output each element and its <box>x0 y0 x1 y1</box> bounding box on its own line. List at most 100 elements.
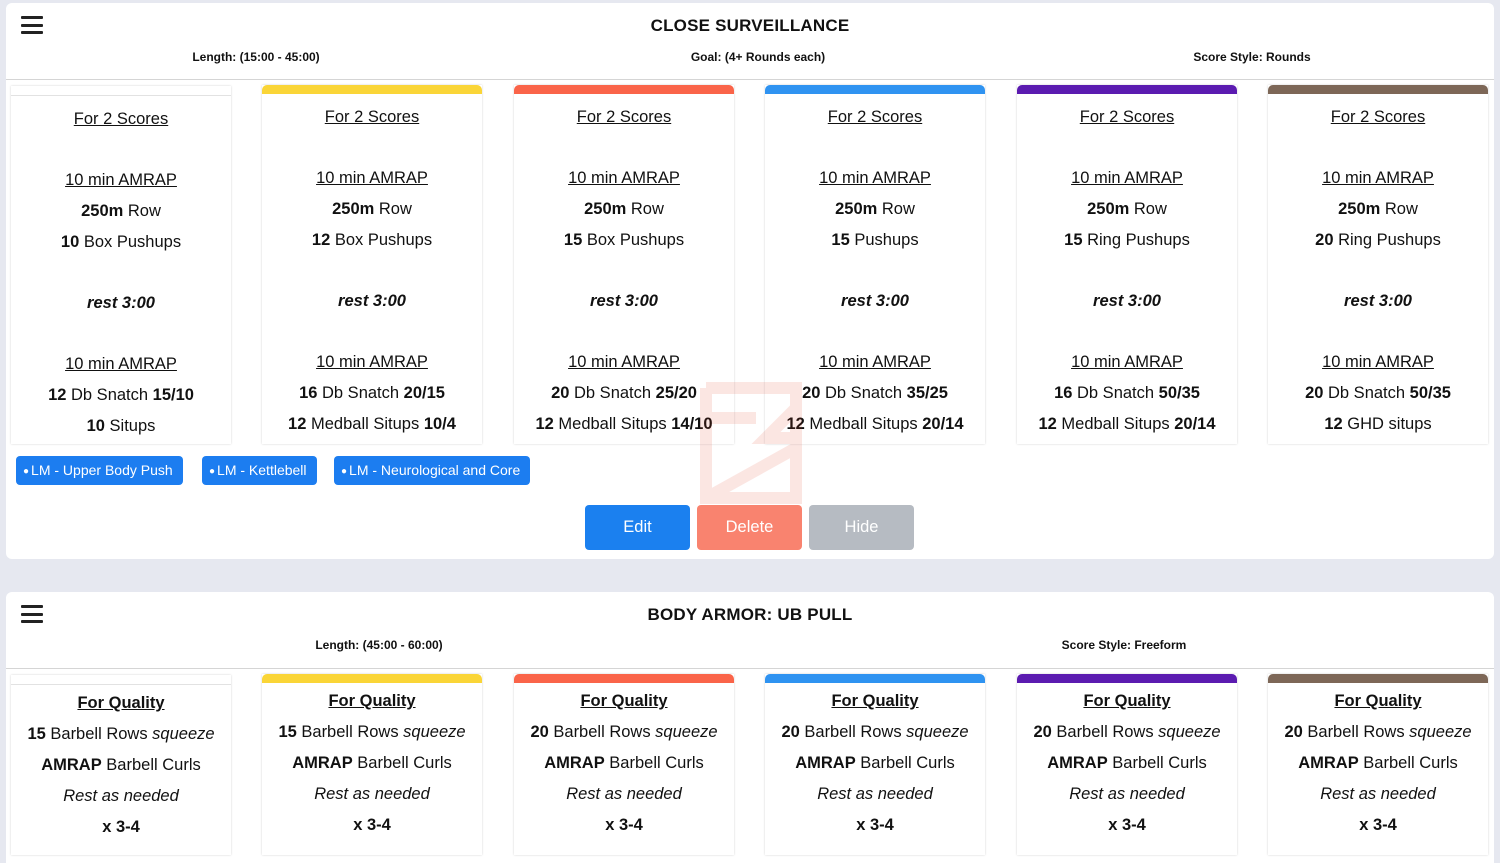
score-style-label: Score Style: Rounds <box>1193 50 1311 64</box>
level-color-bar <box>1268 85 1488 94</box>
score-count: For 2 Scores <box>324 108 420 126</box>
header-divider <box>6 79 1494 80</box>
rest-line: Rest as needed <box>314 785 430 803</box>
sets-line: x 3-4 <box>353 816 391 834</box>
amrap-heading: 10 min AMRAP <box>1071 353 1183 371</box>
level-color-bar <box>262 674 482 683</box>
hamburger-menu-icon[interactable] <box>21 16 43 34</box>
amrap-heading: 10 min AMRAP <box>1322 353 1434 371</box>
row-line: 250m Row <box>81 202 161 220</box>
tag-chip[interactable]: ● LM - Neurological and Core <box>334 456 531 485</box>
level-color-bar <box>514 85 734 94</box>
curls-line: AMRAP Barbell Curls <box>795 754 955 772</box>
hamburger-menu-icon[interactable] <box>21 605 43 623</box>
rest-line: rest 3:00 <box>87 294 155 312</box>
snatch-line: 20 Db Snatch 50/35 <box>1305 384 1451 402</box>
pushups-line: 15 Box Pushups <box>563 231 685 249</box>
level-card: For 2 Scores 10 min AMRAP 250m Row 20 Ri… <box>1268 85 1488 444</box>
pushups-line: 12 Box Pushups <box>311 231 433 249</box>
score-count: For 2 Scores <box>73 110 169 128</box>
sets-line: x 3-4 <box>1108 816 1146 834</box>
snatch-line: 20 Db Snatch 25/20 <box>551 384 697 402</box>
row-line: 250m Row <box>1338 200 1418 218</box>
level-color-bar <box>514 674 734 683</box>
rest-line: Rest as needed <box>817 785 933 803</box>
header-divider <box>6 668 1494 669</box>
row-line: 250m Row <box>1087 200 1167 218</box>
rest-line: Rest as needed <box>63 787 179 805</box>
workout-panel-close-surveillance: CLOSE SURVEILLANCE Length: (15:00 - 45:0… <box>6 3 1494 559</box>
level-color-bar <box>1017 674 1237 683</box>
level-color-bar <box>765 85 985 94</box>
level-card: For Quality 20 Barbell Rows squeeze AMRA… <box>1017 674 1237 855</box>
situps-line: 12 Medball Situps 20/14 <box>1038 415 1216 433</box>
score-count: For 2 Scores <box>827 108 923 126</box>
score-count: For 2 Scores <box>1330 108 1426 126</box>
length-label: Length: (15:00 - 45:00) <box>192 50 320 64</box>
delete-button[interactable]: Delete <box>697 505 802 550</box>
situps-line: 12 GHD situps <box>1324 415 1432 433</box>
curls-line: AMRAP Barbell Curls <box>1298 754 1458 772</box>
amrap-heading: 10 min AMRAP <box>819 353 931 371</box>
quality-heading: For Quality <box>77 694 165 712</box>
situps-line: 12 Medball Situps 20/14 <box>786 415 964 433</box>
amrap-heading: 10 min AMRAP <box>568 169 680 187</box>
sets-line: x 3-4 <box>605 816 643 834</box>
curls-line: AMRAP Barbell Curls <box>41 756 201 774</box>
rest-line: rest 3:00 <box>1093 292 1161 310</box>
rest-line: rest 3:00 <box>841 292 909 310</box>
pushups-line: 15 Pushups <box>831 231 919 249</box>
rows-line: 15 Barbell Rows squeeze <box>27 725 215 743</box>
rows-line: 20 Barbell Rows squeeze <box>530 723 718 741</box>
snatch-line: 12 Db Snatch 15/10 <box>48 386 194 404</box>
quality-heading: For Quality <box>1083 692 1171 710</box>
rows-line: 15 Barbell Rows squeeze <box>278 723 466 741</box>
level-card: For 2 Scores 10 min AMRAP 250m Row 10 Bo… <box>11 86 231 444</box>
situps-line: 12 Medball Situps 14/10 <box>535 415 713 433</box>
rows-line: 20 Barbell Rows squeeze <box>1033 723 1221 741</box>
amrap-heading: 10 min AMRAP <box>65 171 177 189</box>
level-color-bar <box>765 674 985 683</box>
level-card: For Quality 20 Barbell Rows squeeze AMRA… <box>1268 674 1488 855</box>
snatch-line: 16 Db Snatch 20/15 <box>299 384 445 402</box>
watermark-logo-icon <box>700 382 802 504</box>
workout-title: CLOSE SURVEILLANCE <box>650 16 850 35</box>
sets-line: x 3-4 <box>102 818 140 836</box>
amrap-heading: 10 min AMRAP <box>65 355 177 373</box>
rows-line: 20 Barbell Rows squeeze <box>781 723 969 741</box>
length-label: Length: (45:00 - 60:00) <box>315 638 443 652</box>
quality-heading: For Quality <box>580 692 668 710</box>
rows-line: 20 Barbell Rows squeeze <box>1284 723 1472 741</box>
snatch-line: 16 Db Snatch 50/35 <box>1054 384 1200 402</box>
sets-line: x 3-4 <box>856 816 894 834</box>
level-color-bar <box>1268 674 1488 683</box>
tag-chip[interactable]: ● LM - Kettlebell <box>202 456 317 485</box>
pushups-line: 20 Ring Pushups <box>1315 231 1441 249</box>
tag-chip[interactable]: ● LM - Upper Body Push <box>16 456 183 485</box>
amrap-heading: 10 min AMRAP <box>1071 169 1183 187</box>
curls-line: AMRAP Barbell Curls <box>292 754 452 772</box>
row-line: 250m Row <box>584 200 664 218</box>
level-card: For Quality 20 Barbell Rows squeeze AMRA… <box>514 674 734 855</box>
amrap-heading: 10 min AMRAP <box>819 169 931 187</box>
level-color-bar <box>1017 85 1237 94</box>
situps-line: 12 Medball Situps 10/4 <box>288 415 456 433</box>
level-card: For 2 Scores 10 min AMRAP 250m Row 15 Bo… <box>514 85 734 444</box>
workout-title: BODY ARMOR: UB PULL <box>647 605 853 624</box>
amrap-heading: 10 min AMRAP <box>316 353 428 371</box>
rest-line: Rest as needed <box>566 785 682 803</box>
score-style-label: Score Style: Freeform <box>1061 638 1187 652</box>
row-line: 250m Row <box>332 200 412 218</box>
curls-line: AMRAP Barbell Curls <box>544 754 704 772</box>
amrap-heading: 10 min AMRAP <box>568 353 680 371</box>
quality-heading: For Quality <box>328 692 416 710</box>
rest-line: Rest as needed <box>1320 785 1436 803</box>
level-card: For 2 Scores 10 min AMRAP 250m Row 15 Pu… <box>765 85 985 444</box>
pushups-line: 10 Box Pushups <box>60 233 182 251</box>
edit-button[interactable]: Edit <box>585 505 690 550</box>
level-card: For Quality 15 Barbell Rows squeeze AMRA… <box>262 674 482 855</box>
hide-button[interactable]: Hide <box>809 505 914 550</box>
level-card: For 2 Scores 10 min AMRAP 250m Row 12 Bo… <box>262 85 482 444</box>
snatch-line: 20 Db Snatch 35/25 <box>802 384 948 402</box>
rest-line: rest 3:00 <box>338 292 406 310</box>
